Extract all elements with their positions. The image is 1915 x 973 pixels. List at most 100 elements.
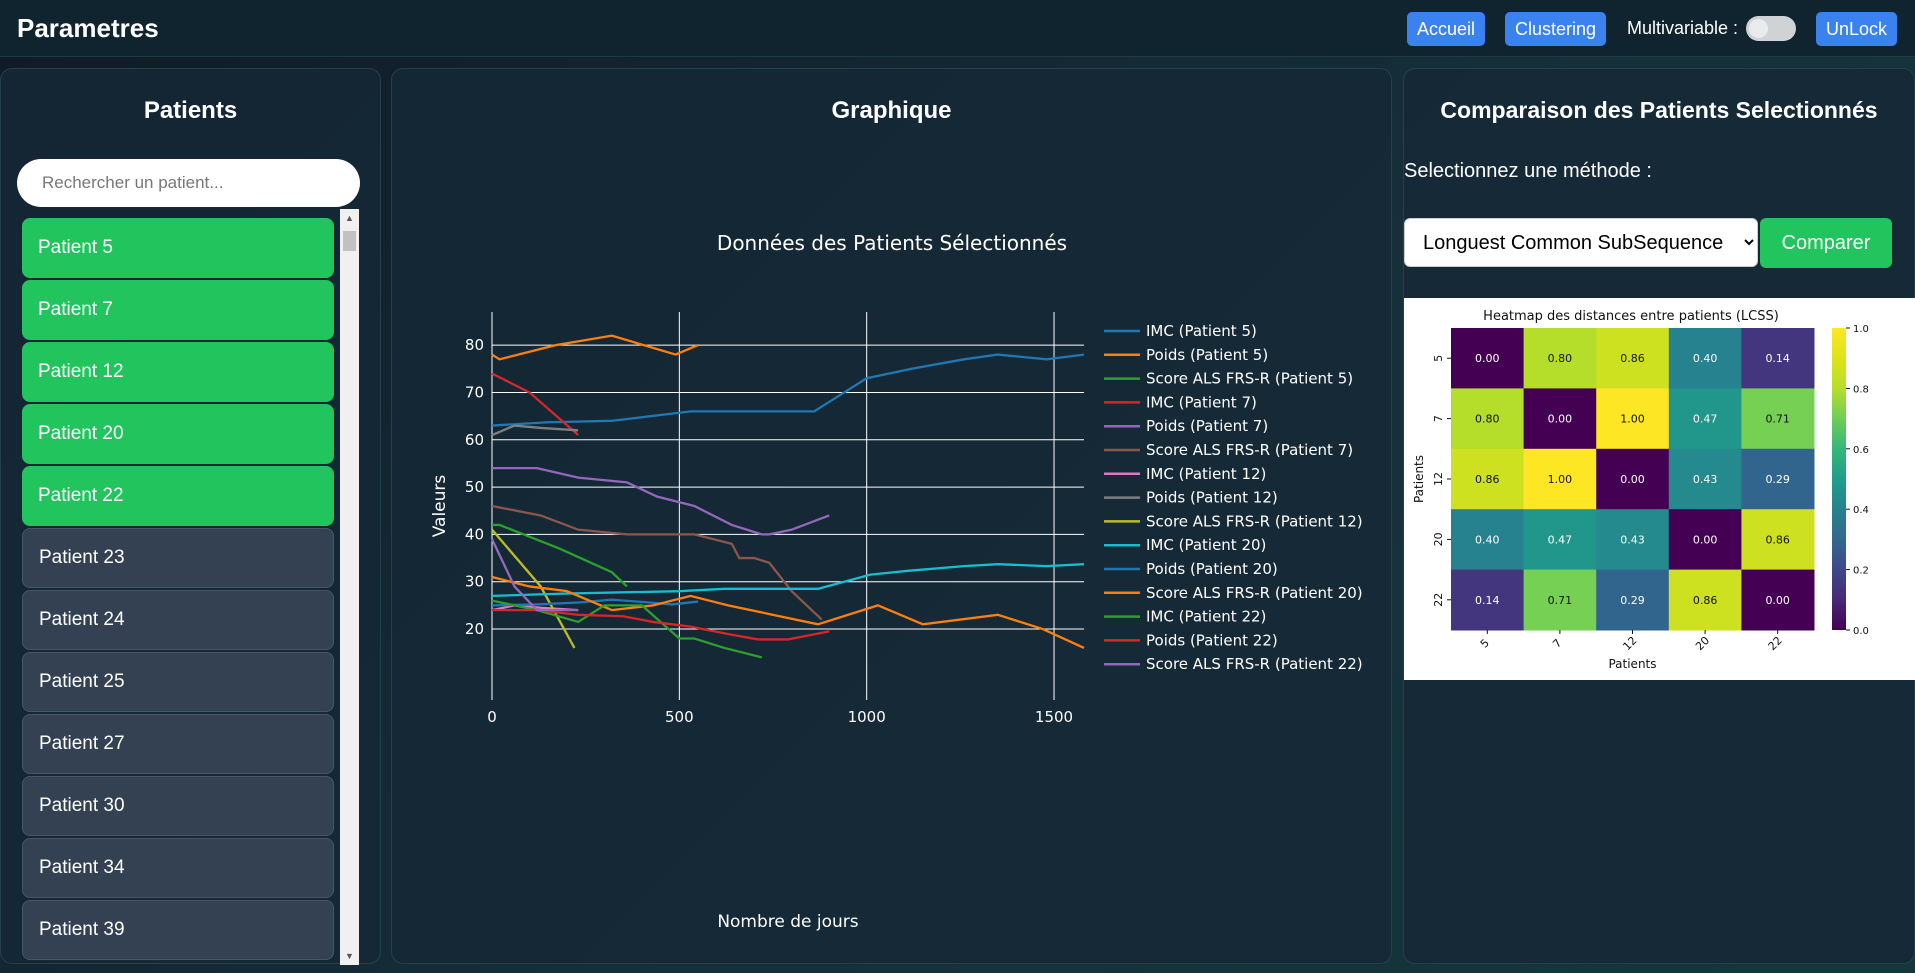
colorbar-tick-label: 0.4: [1853, 505, 1869, 516]
series-line: [492, 608, 830, 641]
series-line: [491, 599, 763, 659]
heatmap-cell-label: 0.40: [1693, 352, 1718, 365]
series-line: [491, 424, 579, 437]
series-line: [491, 598, 699, 607]
heatmap-cell-label: 1.00: [1548, 473, 1573, 486]
heatmap-cell-label: 0.00: [1765, 594, 1790, 607]
search-input[interactable]: [17, 159, 360, 207]
compare-button[interactable]: Comparer: [1760, 218, 1892, 268]
patient-list-item[interactable]: Patient 34: [22, 838, 334, 898]
legend-entry: Score ALS FRS-R (Patient 5): [1146, 370, 1353, 388]
heatmap-cell-label: 0.29: [1620, 594, 1645, 607]
heatmap-cell-label: 0.71: [1765, 413, 1790, 426]
heatmap-cell: [1596, 388, 1670, 450]
multivariable-toggle[interactable]: [1746, 16, 1796, 41]
patient-list-item[interactable]: Patient 39: [22, 900, 334, 960]
patient-list-item[interactable]: Patient 7: [22, 280, 334, 340]
series-line: [491, 575, 1085, 649]
x-tick-label: 1500: [1035, 708, 1073, 726]
heatmap-y-tick-label: 12: [1432, 472, 1445, 486]
heatmap-cell: [1523, 509, 1597, 571]
legend-entry: Poids (Patient 22): [1146, 631, 1278, 649]
series-line: [491, 604, 579, 612]
heatmap-cell-label: 0.00: [1475, 352, 1500, 365]
patient-list-item[interactable]: Patient 12: [22, 342, 334, 402]
colorbar-tick-label: 0.0: [1853, 626, 1869, 637]
series-line: [492, 466, 830, 536]
x-tick-label: 0: [487, 708, 497, 726]
series-line: [491, 353, 1085, 427]
legend-entry: IMC (Patient 12): [1146, 465, 1266, 483]
heatmap-cell: [1451, 328, 1525, 389]
unlock-button[interactable]: UnLock: [1816, 12, 1898, 46]
colorbar: [1832, 328, 1846, 630]
heatmap-cell: [1451, 448, 1525, 510]
x-tick-label: 500: [665, 708, 694, 726]
heatmap-cell: [1741, 328, 1815, 389]
heatmap-cell: [1668, 509, 1742, 571]
patient-list-item[interactable]: Patient 30: [22, 776, 334, 836]
heatmap-cell: [1668, 388, 1742, 450]
y-tick-label: 40: [465, 525, 484, 543]
heatmap-cell-label: 0.43: [1620, 533, 1645, 546]
heatmap-cell: [1596, 569, 1670, 631]
series-line: [491, 504, 823, 621]
x-tick-label: 1000: [848, 708, 886, 726]
heatmap-x-tick-label: 20: [1693, 634, 1712, 653]
patient-list-item[interactable]: Patient 24: [22, 590, 334, 650]
heatmap-cell-label: 0.86: [1475, 473, 1500, 486]
scroll-up-icon[interactable]: ▲: [345, 213, 354, 223]
heatmap-cell-label: 0.80: [1548, 352, 1573, 365]
series-line: [491, 563, 1085, 598]
heatmap-cell-label: 0.47: [1693, 413, 1718, 426]
toggle-knob: [1749, 19, 1768, 38]
heatmap-cell: [1451, 388, 1525, 450]
graph-panel-title: Graphique: [831, 97, 952, 124]
heatmap-cell: [1523, 328, 1597, 389]
series-line: [491, 528, 576, 649]
scroll-down-icon[interactable]: ▼: [345, 951, 354, 961]
patient-list-item[interactable]: Patient 25: [22, 652, 334, 712]
heatmap-y-tick-label: 20: [1432, 532, 1445, 546]
x-axis-label: Nombre de jours: [717, 912, 858, 932]
heatmap-cell: [1523, 388, 1597, 450]
heatmap-cell-label: 0.14: [1765, 352, 1790, 365]
patient-list-item[interactable]: Patient 22: [22, 466, 334, 526]
legend-entry: IMC (Patient 20): [1146, 536, 1266, 554]
patient-list-item[interactable]: Patient 20: [22, 404, 334, 464]
chart-title: Données des Patients Sélectionnés: [717, 231, 1067, 255]
heatmap-cell-label: 0.43: [1693, 473, 1718, 486]
heatmap-x-tick-label: 12: [1620, 634, 1639, 653]
y-tick-label: 20: [465, 620, 484, 638]
scrollbar-thumb[interactable]: [343, 231, 356, 251]
patient-list-scrollbar[interactable]: ▲ ▼: [340, 209, 359, 965]
y-tick-label: 70: [465, 383, 484, 401]
heatmap-x-tick-label: 7: [1550, 636, 1564, 650]
heatmap-cell-label: 0.86: [1765, 533, 1790, 546]
method-select[interactable]: Longuest Common SubSequence: [1404, 218, 1758, 267]
heatmap-cell-label: 0.86: [1693, 594, 1718, 607]
legend-entry: Poids (Patient 20): [1146, 560, 1278, 578]
heatmap-cell-label: 0.00: [1620, 473, 1645, 486]
patient-list: Patient 5 Patient 7 Patient 12 Patient 20 Pa…: [22, 218, 334, 964]
heatmap-chart: Heatmap des distances entre patients (LC…: [1412, 309, 1869, 671]
heatmap-cell: [1668, 328, 1742, 389]
patient-list-item[interactable]: Patient 5: [22, 218, 334, 278]
heatmap-x-tick-label: 5: [1478, 636, 1492, 650]
method-label: Selectionnez une méthode :: [1404, 160, 1652, 182]
patient-list-item[interactable]: Patient 23: [22, 528, 334, 588]
legend-entry: Score ALS FRS-R (Patient 22): [1146, 655, 1363, 673]
patient-list-item[interactable]: Patient 27: [22, 714, 334, 774]
heatmap-cell: [1741, 388, 1815, 450]
heatmap-cell-label: 0.80: [1475, 413, 1500, 426]
series-line: [490, 538, 579, 612]
legend-entry: Score ALS FRS-R (Patient 12): [1146, 512, 1363, 530]
accueil-button[interactable]: Accueil: [1407, 12, 1486, 46]
colorbar-tick-label: 0.2: [1853, 566, 1869, 577]
y-axis-label: Valeurs: [430, 475, 450, 538]
y-tick-label: 80: [465, 336, 484, 354]
heatmap-cell-label: 0.47: [1548, 533, 1573, 546]
graph-panel: Graphique: [391, 68, 1392, 964]
heatmap-x-label: Patients: [1608, 657, 1656, 671]
clustering-button[interactable]: Clustering: [1505, 12, 1607, 46]
